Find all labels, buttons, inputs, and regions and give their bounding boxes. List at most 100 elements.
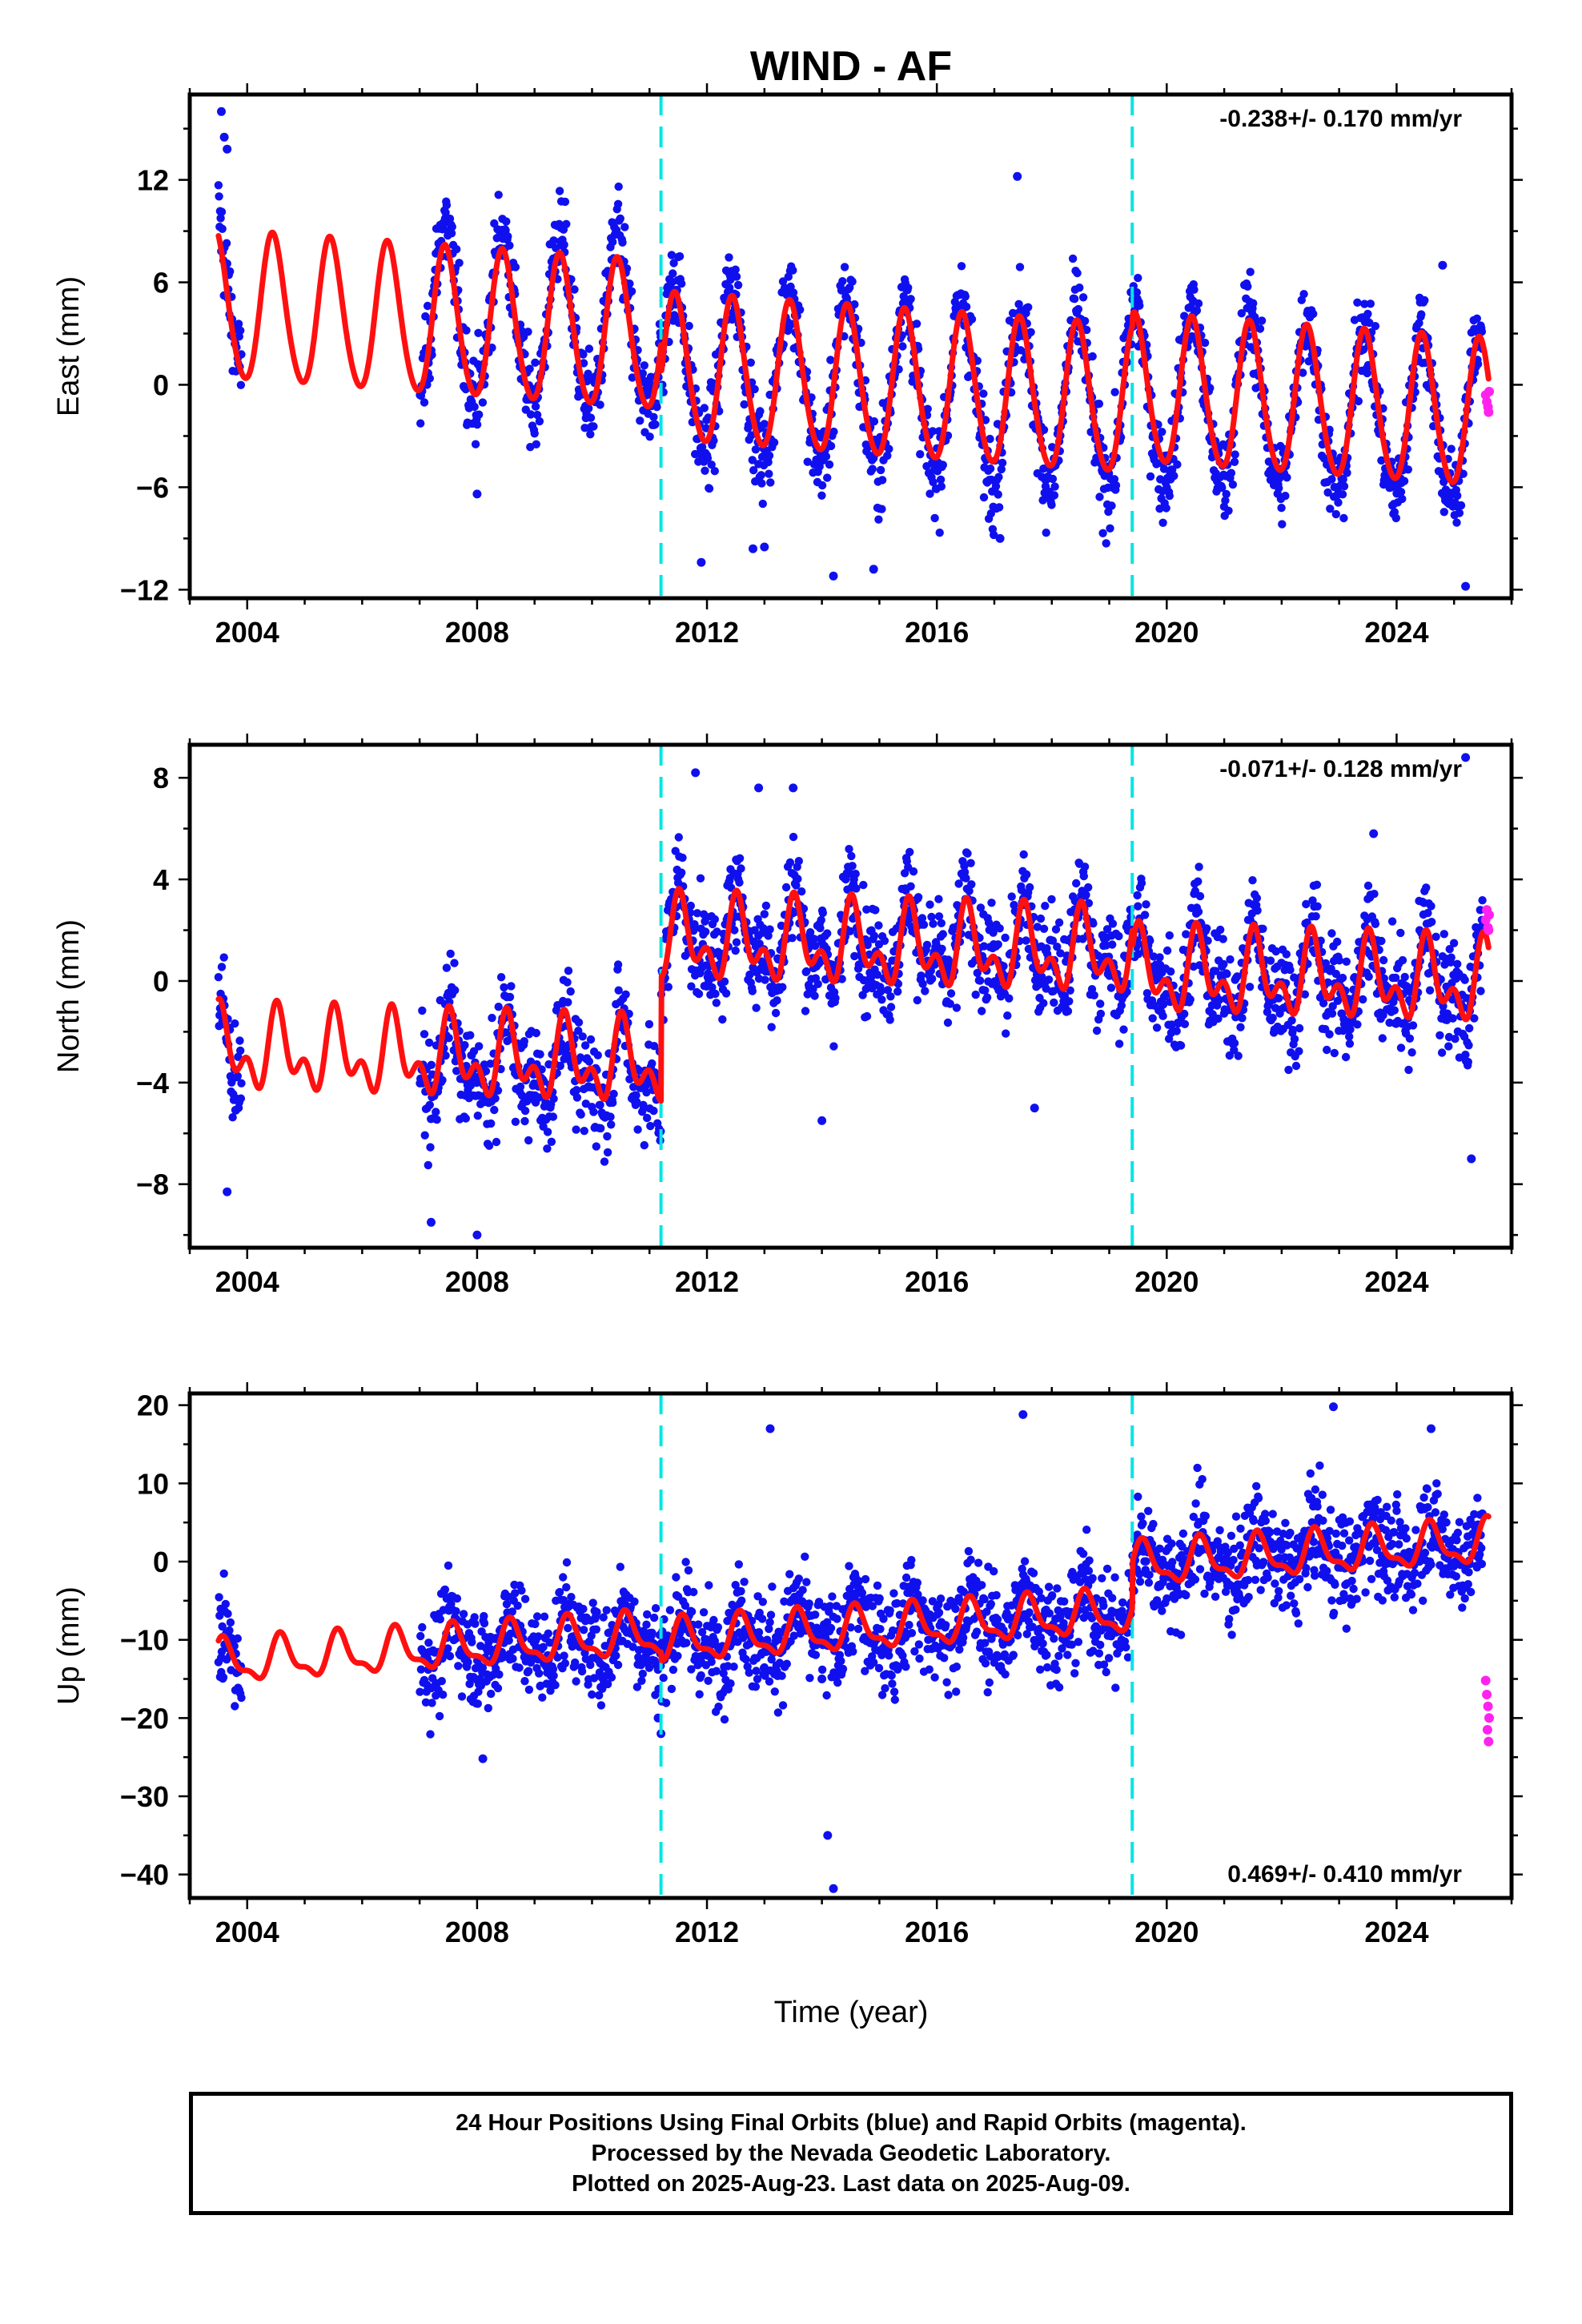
data-point [1334, 498, 1343, 507]
data-point [1110, 475, 1119, 484]
outlier-point [1438, 260, 1447, 270]
north-plot-area [214, 745, 1494, 1248]
data-point [580, 1127, 588, 1136]
data-point [524, 1136, 533, 1145]
data-point [1312, 880, 1322, 890]
east-frame [187, 92, 1514, 601]
data-point [214, 181, 223, 190]
data-point [778, 1701, 788, 1710]
data-point [1326, 505, 1335, 513]
data-point [572, 1677, 580, 1686]
outlier-point [869, 565, 878, 574]
data-point [720, 1715, 729, 1724]
data-point [918, 979, 927, 988]
data-point [701, 466, 709, 475]
data-point [628, 373, 636, 382]
data-point [474, 328, 483, 337]
north-y-axis-title: North (mm) [52, 919, 86, 1073]
data-point [231, 1019, 239, 1028]
data-point [928, 427, 938, 436]
data-point [778, 983, 787, 991]
y-tick-label: −12 [120, 573, 169, 606]
data-point [1281, 492, 1290, 501]
outlier-point [223, 144, 232, 154]
data-point [1299, 368, 1307, 377]
data-point [216, 214, 225, 223]
data-point [584, 369, 592, 378]
data-point [462, 326, 471, 335]
data-point [1396, 928, 1405, 938]
data-point [705, 484, 714, 493]
data-point [1042, 529, 1050, 537]
data-point [502, 1599, 512, 1609]
data-point [576, 1110, 585, 1119]
data-point [646, 1121, 655, 1131]
data-point [226, 267, 235, 276]
data-point [826, 441, 836, 451]
data-point [700, 404, 709, 412]
data-point [781, 883, 791, 892]
data-point [757, 471, 765, 480]
data-point [981, 986, 990, 995]
data-point [978, 1007, 986, 1015]
data-point [979, 389, 988, 398]
data-point [613, 1660, 623, 1670]
data-point [517, 1586, 526, 1595]
data-point [729, 1663, 738, 1671]
data-point [686, 901, 695, 911]
data-point [493, 1086, 503, 1096]
data-point [646, 372, 656, 381]
data-point [525, 364, 534, 373]
data-point [219, 953, 228, 962]
data-point [589, 422, 598, 431]
data-point [877, 995, 886, 1004]
data-point [1050, 491, 1059, 500]
data-point [1339, 475, 1347, 484]
data-point [496, 973, 506, 982]
data-point [943, 1018, 953, 1027]
data-point [234, 1052, 243, 1062]
data-point [1464, 1057, 1473, 1067]
data-point [625, 279, 634, 288]
data-point [825, 460, 834, 469]
outlier-point [1461, 753, 1471, 762]
data-point [1330, 1048, 1339, 1058]
data-point [544, 1059, 553, 1069]
data-point [893, 987, 902, 996]
data-point [802, 1578, 811, 1586]
east-rate-label: -0.238+/- 0.170 mm/yr [1219, 106, 1462, 132]
data-point [613, 960, 623, 969]
data-point [1095, 493, 1104, 501]
data-point [495, 1670, 504, 1679]
data-point [1194, 907, 1203, 916]
data-point [1088, 352, 1097, 361]
data-point [1082, 891, 1090, 899]
data-point [418, 1006, 427, 1015]
data-point [454, 1662, 463, 1671]
data-point [1473, 360, 1483, 368]
data-point [1277, 504, 1286, 513]
data-point [563, 978, 572, 987]
north-frame [187, 742, 1514, 1250]
data-point [754, 1628, 764, 1637]
data-point [471, 1619, 480, 1628]
data-point [1134, 273, 1142, 283]
data-point [703, 454, 713, 463]
data-point [877, 505, 886, 513]
data-point [923, 404, 932, 413]
data-point [446, 949, 455, 959]
data-point [457, 1692, 467, 1701]
data-point [1427, 902, 1435, 911]
data-point [1186, 995, 1195, 1004]
data-point [694, 989, 704, 999]
outlier-point [223, 1187, 232, 1196]
data-point [588, 1690, 596, 1699]
data-point [488, 344, 496, 352]
data-point [562, 1558, 572, 1567]
data-point [811, 1610, 820, 1619]
data-point [952, 1003, 962, 1012]
data-point [581, 1041, 590, 1050]
data-point [1284, 1065, 1293, 1075]
